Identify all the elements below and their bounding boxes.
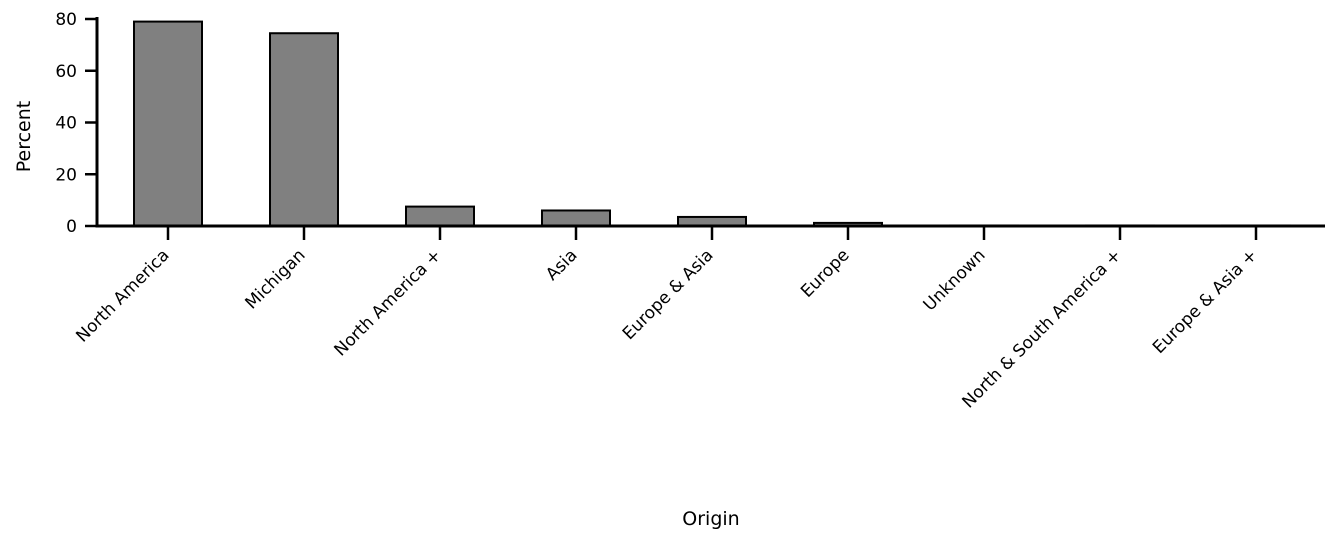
x-category-label: Michigan (241, 245, 309, 313)
y-axis-ticks: 0 20 40 60 80 (55, 10, 97, 237)
x-category-label: Europe & Asia (619, 245, 718, 344)
y-tick-label: 20 (55, 165, 77, 185)
bar (405, 205, 475, 227)
bar (541, 209, 611, 228)
x-axis-title: Origin (682, 508, 739, 530)
y-tick-label: 60 (55, 62, 77, 82)
bar (133, 20, 203, 228)
x-category-label: North & South America + (959, 245, 1126, 412)
bar (269, 32, 339, 228)
x-axis-ticks: North America Michigan North America + Asia… (72, 226, 1262, 412)
y-axis-title: Percent (13, 101, 35, 173)
x-category-label: North America + (330, 245, 445, 360)
x-category-label: North America (72, 245, 173, 346)
x-category-label: Europe (797, 245, 853, 301)
y-tick-label: 40 (55, 114, 77, 134)
bars-group (133, 20, 1291, 228)
y-tick-label: 80 (55, 10, 77, 30)
x-category-label: Asia (542, 245, 581, 284)
y-tick-label: 0 (66, 217, 77, 237)
x-category-label: Europe & Asia + (1149, 245, 1262, 358)
x-category-label: Unknown (920, 245, 990, 315)
